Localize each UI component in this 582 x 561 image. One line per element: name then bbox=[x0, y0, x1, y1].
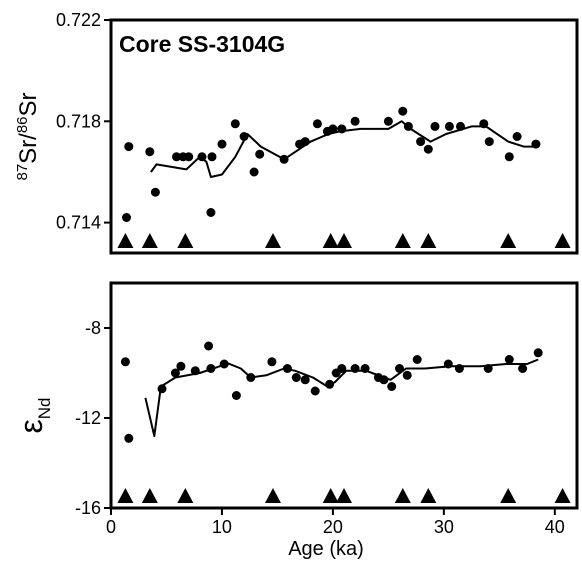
data-point bbox=[172, 152, 181, 162]
data-point bbox=[383, 116, 393, 126]
triangle-marker bbox=[554, 233, 571, 248]
y-tick-label: -8 bbox=[85, 318, 101, 338]
data-point bbox=[416, 137, 426, 147]
x-tick-label: 10 bbox=[212, 517, 232, 537]
data-point bbox=[217, 139, 227, 149]
data-point bbox=[231, 391, 241, 400]
data-point bbox=[204, 341, 214, 351]
smoothed-line bbox=[150, 120, 539, 178]
data-point bbox=[207, 152, 217, 162]
data-point bbox=[120, 357, 130, 367]
x-tick-label: 20 bbox=[323, 517, 343, 537]
data-point bbox=[206, 208, 216, 217]
y-axis-label-part: 86 bbox=[14, 116, 31, 133]
triangle-marker bbox=[394, 488, 411, 503]
triangle-marker bbox=[420, 488, 437, 503]
data-point bbox=[328, 124, 338, 134]
triangle-marker bbox=[420, 233, 437, 248]
plot-frame bbox=[109, 18, 579, 255]
data-point bbox=[430, 121, 440, 131]
data-point bbox=[412, 355, 422, 364]
data-point bbox=[124, 433, 134, 443]
data-point bbox=[122, 213, 131, 222]
triangle-marker bbox=[336, 233, 352, 248]
data-point bbox=[150, 187, 160, 197]
data-point bbox=[300, 375, 310, 385]
triangle-marker bbox=[141, 488, 158, 503]
triangle-marker bbox=[141, 233, 158, 248]
x-tick-label: 0 bbox=[106, 517, 116, 537]
y-axis-label: 87Sr/86Sr bbox=[14, 92, 42, 180]
x-tick-label: 30 bbox=[434, 517, 454, 537]
y-tick-label: 0.718 bbox=[56, 111, 101, 131]
chart-panel-2: -8 -12 -160 10 20 30 40 Age (ka) εNd bbox=[13, 281, 579, 560]
data-point bbox=[398, 106, 408, 116]
triangle-marker bbox=[322, 488, 339, 503]
data-point bbox=[533, 348, 543, 358]
triangle-marker bbox=[500, 233, 517, 248]
triangle-marker bbox=[500, 488, 517, 503]
data-point bbox=[444, 121, 454, 131]
data-point bbox=[124, 142, 134, 152]
chart-panel-1: 0.714 0.718 0.722 Core SS-3104G 87Sr/86Sr bbox=[14, 10, 579, 255]
y-axis-label-part: Nd bbox=[35, 398, 54, 420]
triangle-marker bbox=[264, 488, 281, 503]
data-point bbox=[518, 364, 528, 373]
data-point bbox=[291, 373, 301, 382]
triangle-marker bbox=[554, 488, 571, 503]
data-point bbox=[423, 144, 433, 154]
y-axis-label-part: Sr bbox=[15, 92, 42, 116]
y-tick-label: 0.722 bbox=[56, 10, 101, 30]
data-point bbox=[312, 119, 322, 129]
data-point bbox=[387, 382, 397, 391]
data-point bbox=[504, 152, 514, 162]
data-point bbox=[350, 116, 360, 126]
data-point bbox=[512, 132, 522, 141]
y-axis-label: εNd bbox=[13, 398, 54, 434]
triangle-marker bbox=[264, 233, 281, 248]
triangle-marker bbox=[177, 233, 194, 248]
data-point bbox=[267, 357, 277, 367]
y-axis-label-part: Sr/ bbox=[15, 133, 42, 164]
y-axis-label-part: ε bbox=[13, 419, 49, 433]
data-point bbox=[504, 355, 514, 364]
data-point bbox=[170, 368, 180, 378]
data-point bbox=[176, 361, 186, 371]
y-axis-label-part: 87 bbox=[14, 164, 31, 181]
triangle-marker bbox=[394, 233, 411, 248]
data-point bbox=[184, 152, 194, 162]
y-tick-label: -12 bbox=[75, 408, 101, 428]
y-tick-label: 0.714 bbox=[56, 213, 101, 233]
smoothed-line bbox=[144, 358, 539, 437]
x-axis-label: Age (ka) bbox=[288, 538, 364, 560]
data-point bbox=[230, 119, 240, 129]
data-point bbox=[255, 149, 265, 159]
triangle-marker bbox=[177, 488, 194, 503]
data-point bbox=[145, 147, 155, 157]
data-point bbox=[337, 364, 347, 373]
triangle-marker bbox=[117, 488, 134, 503]
data-point bbox=[484, 137, 494, 147]
panel-title: Core SS-3104G bbox=[119, 31, 285, 57]
triangle-marker bbox=[336, 488, 352, 503]
data-point bbox=[249, 167, 259, 177]
triangle-marker bbox=[117, 233, 134, 248]
data-point bbox=[402, 370, 412, 380]
triangle-marker bbox=[322, 233, 339, 248]
y-tick-label: -16 bbox=[75, 498, 101, 518]
plot-frame bbox=[109, 281, 579, 510]
x-tick-label: 40 bbox=[545, 517, 565, 537]
data-point bbox=[310, 386, 320, 396]
